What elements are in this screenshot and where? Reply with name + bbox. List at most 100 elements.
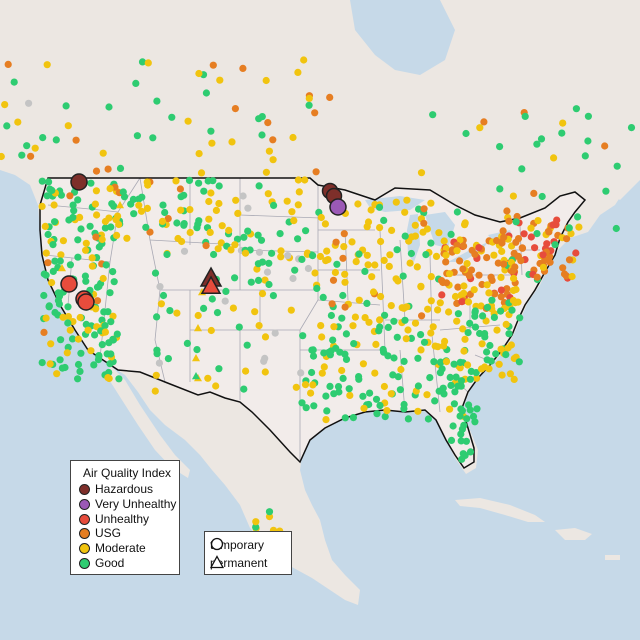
- station-marker[interactable]: [414, 382, 422, 390]
- station-marker[interactable]: [483, 254, 491, 262]
- station-marker[interactable]: [186, 228, 194, 237]
- station-marker[interactable]: [44, 259, 52, 267]
- station-marker[interactable]: [498, 371, 506, 379]
- station-marker[interactable]: [116, 201, 124, 209]
- station-marker[interactable]: [99, 274, 107, 283]
- station-marker[interactable]: [322, 392, 330, 400]
- station-marker[interactable]: [277, 253, 285, 261]
- station-marker[interactable]: [294, 176, 302, 184]
- station-marker[interactable]: [502, 320, 510, 328]
- station-marker[interactable]: [431, 342, 439, 350]
- station-marker[interactable]: [185, 176, 194, 184]
- station-marker[interactable]: [463, 415, 471, 423]
- station-marker[interactable]: [270, 201, 278, 209]
- station-marker[interactable]: [403, 196, 411, 204]
- station-marker[interactable]: [503, 207, 511, 215]
- station-marker[interactable]: [539, 251, 547, 259]
- station-marker[interactable]: [533, 140, 541, 148]
- station-marker[interactable]: [325, 348, 333, 356]
- station-marker[interactable]: [77, 293, 95, 311]
- station-marker[interactable]: [467, 367, 475, 375]
- station-marker[interactable]: [305, 94, 313, 102]
- station-marker[interactable]: [446, 405, 454, 413]
- station-marker[interactable]: [355, 375, 363, 383]
- station-marker[interactable]: [283, 197, 291, 205]
- station-marker[interactable]: [209, 177, 217, 185]
- station-marker[interactable]: [320, 363, 328, 371]
- station-marker[interactable]: [66, 326, 74, 334]
- station-marker[interactable]: [401, 208, 409, 216]
- station-marker[interactable]: [159, 291, 168, 300]
- station-marker[interactable]: [302, 404, 310, 412]
- station-marker[interactable]: [493, 326, 501, 334]
- station-marker[interactable]: [456, 364, 464, 372]
- station-marker[interactable]: [446, 270, 454, 278]
- station-marker[interactable]: [326, 93, 334, 101]
- station-marker[interactable]: [442, 251, 450, 259]
- station-marker[interactable]: [168, 113, 176, 121]
- station-marker[interactable]: [48, 279, 56, 287]
- station-marker[interactable]: [503, 285, 511, 293]
- station-marker[interactable]: [475, 244, 483, 252]
- station-marker[interactable]: [332, 238, 340, 246]
- station-marker[interactable]: [436, 299, 444, 307]
- station-marker[interactable]: [205, 197, 213, 206]
- station-marker[interactable]: [113, 330, 121, 338]
- station-marker[interactable]: [69, 201, 77, 209]
- station-marker[interactable]: [156, 283, 164, 291]
- station-marker[interactable]: [159, 201, 167, 209]
- station-marker[interactable]: [330, 390, 338, 398]
- station-marker[interactable]: [298, 399, 306, 407]
- station-marker[interactable]: [454, 382, 462, 390]
- station-marker[interactable]: [269, 156, 277, 164]
- station-marker[interactable]: [309, 346, 317, 354]
- station-marker[interactable]: [483, 281, 491, 289]
- station-marker[interactable]: [498, 247, 506, 255]
- station-marker[interactable]: [363, 299, 371, 307]
- station-marker[interactable]: [322, 257, 330, 265]
- station-marker[interactable]: [545, 228, 553, 236]
- station-marker[interactable]: [3, 122, 11, 130]
- station-marker[interactable]: [262, 76, 270, 85]
- station-marker[interactable]: [115, 375, 123, 383]
- station-marker[interactable]: [511, 263, 519, 271]
- station-marker[interactable]: [309, 381, 317, 389]
- station-marker[interactable]: [41, 222, 49, 230]
- station-marker[interactable]: [440, 237, 448, 245]
- station-marker[interactable]: [40, 328, 48, 336]
- station-marker[interactable]: [502, 351, 510, 359]
- station-marker[interactable]: [107, 318, 115, 326]
- station-marker[interactable]: [271, 329, 279, 337]
- station-marker[interactable]: [180, 191, 188, 199]
- station-marker[interactable]: [387, 390, 395, 398]
- station-marker[interactable]: [456, 358, 464, 366]
- station-marker[interactable]: [195, 150, 203, 158]
- station-marker[interactable]: [215, 365, 223, 373]
- station-marker[interactable]: [244, 204, 252, 212]
- station-marker[interactable]: [351, 313, 359, 321]
- station-marker[interactable]: [207, 326, 215, 335]
- station-marker[interactable]: [51, 257, 59, 265]
- station-marker[interactable]: [64, 303, 72, 311]
- station-marker[interactable]: [153, 313, 161, 321]
- station-marker[interactable]: [227, 246, 235, 254]
- station-marker[interactable]: [276, 230, 284, 238]
- station-marker[interactable]: [255, 115, 263, 123]
- station-marker[interactable]: [107, 350, 115, 358]
- station-marker[interactable]: [212, 382, 220, 390]
- station-marker[interactable]: [130, 210, 138, 218]
- station-marker[interactable]: [77, 225, 85, 233]
- station-marker[interactable]: [215, 199, 223, 208]
- station-marker[interactable]: [473, 374, 481, 382]
- station-marker[interactable]: [300, 56, 308, 64]
- station-marker[interactable]: [254, 231, 262, 239]
- station-marker[interactable]: [258, 131, 266, 139]
- station-marker[interactable]: [59, 313, 67, 321]
- station-marker[interactable]: [483, 356, 491, 364]
- station-marker[interactable]: [234, 209, 242, 217]
- station-marker[interactable]: [261, 333, 270, 341]
- station-marker[interactable]: [119, 188, 127, 196]
- station-marker[interactable]: [269, 292, 277, 300]
- station-marker[interactable]: [383, 407, 391, 415]
- station-marker[interactable]: [429, 111, 437, 119]
